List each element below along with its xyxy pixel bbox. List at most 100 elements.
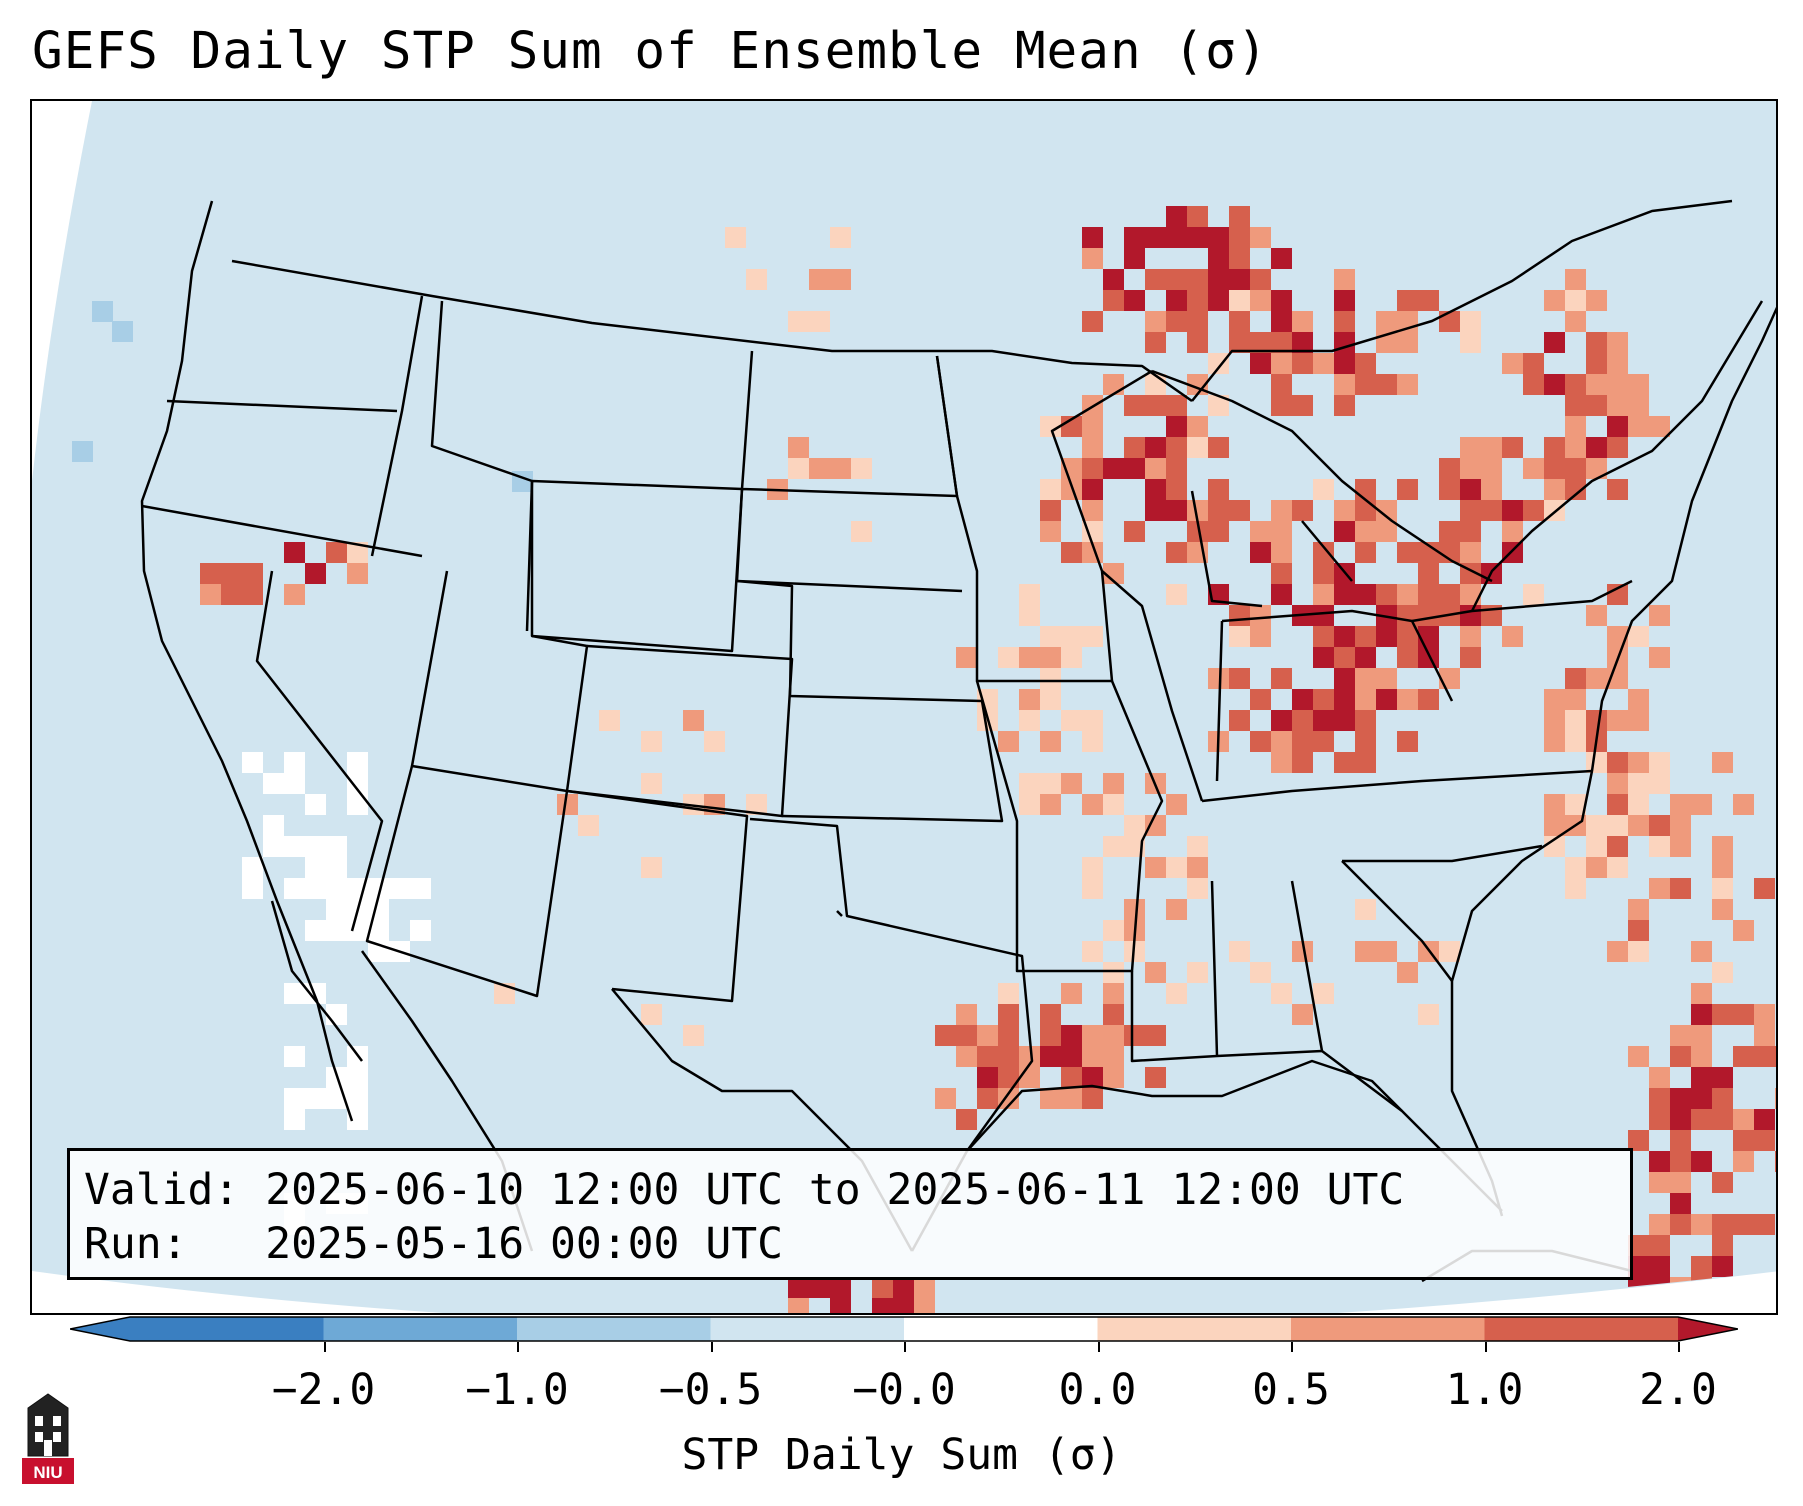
grid-cell <box>1124 248 1145 269</box>
grid-cell <box>1397 962 1418 983</box>
grid-cell <box>1628 689 1649 710</box>
grid-cell <box>1733 1214 1754 1235</box>
grid-cell <box>977 1046 998 1067</box>
grid-cell <box>1061 647 1082 668</box>
grid-cell <box>1607 353 1628 374</box>
grid-cell <box>326 836 347 857</box>
grid-cell <box>1628 395 1649 416</box>
grid-cell <box>1460 584 1481 605</box>
grid-cell <box>641 857 662 878</box>
grid-cell <box>1061 626 1082 647</box>
grid-cell <box>1628 920 1649 941</box>
grid-cell <box>1460 311 1481 332</box>
grid-cell <box>1628 1130 1649 1151</box>
colorbar-segment <box>1097 1317 1292 1341</box>
valid-label: Valid: <box>84 1165 240 1215</box>
grid-cell <box>1040 626 1061 647</box>
grid-cell <box>1355 521 1376 542</box>
grid-cell <box>1145 311 1166 332</box>
grid-cell <box>1250 605 1271 626</box>
grid-cell <box>977 1025 998 1046</box>
grid-cell <box>1019 794 1040 815</box>
grid-cell <box>1145 227 1166 248</box>
grid-cell <box>1376 521 1397 542</box>
grid-cell <box>1565 479 1586 500</box>
grid-cell <box>1607 710 1628 731</box>
grid-cell <box>1145 437 1166 458</box>
grid-cell <box>1460 500 1481 521</box>
grid-cell <box>788 1277 809 1298</box>
grid-cell <box>1040 521 1061 542</box>
grid-cell <box>1103 1046 1124 1067</box>
grid-cell <box>1565 710 1586 731</box>
grid-cell <box>1649 1067 1670 1088</box>
grid-cell <box>1754 1214 1775 1235</box>
grid-cell <box>1544 731 1565 752</box>
grid-cell <box>1565 668 1586 689</box>
grid-cell <box>1691 1256 1712 1277</box>
grid-cell <box>1145 269 1166 290</box>
grid-cell <box>998 1067 1019 1088</box>
grid-cell <box>1103 794 1124 815</box>
grid-cell <box>1229 290 1250 311</box>
colorbar-tick-mark <box>1484 1342 1487 1352</box>
logo-text: NIU <box>33 1463 62 1482</box>
grid-cell <box>92 301 113 322</box>
grid-cell <box>1607 752 1628 773</box>
grid-cell <box>1775 1046 1776 1067</box>
grid-cell <box>1376 689 1397 710</box>
grid-cell <box>305 794 326 815</box>
grid-cell <box>1355 500 1376 521</box>
colorbar-tick-mark <box>904 1342 906 1352</box>
grid-cell <box>1649 752 1670 773</box>
grid-cell <box>1187 878 1208 899</box>
grid-cell <box>1250 227 1271 248</box>
grid-cell <box>1355 899 1376 920</box>
grid-cell <box>1376 500 1397 521</box>
washington-oregon <box>141 399 423 558</box>
grid-cell <box>1607 794 1628 815</box>
grid-cell <box>998 983 1019 1004</box>
grid-cell <box>1292 311 1313 332</box>
grid-cell <box>1502 521 1523 542</box>
grid-cell <box>830 269 851 290</box>
grid-cell <box>1082 227 1103 248</box>
grid-cell <box>284 1046 305 1067</box>
grid-cell <box>1670 878 1691 899</box>
grid-cell <box>1355 626 1376 647</box>
grid-cell <box>1397 374 1418 395</box>
grid-cell <box>1166 794 1187 815</box>
grid-cell <box>347 752 368 773</box>
colorbar-segment <box>904 1317 1098 1341</box>
grid-cell <box>1145 1067 1166 1088</box>
grid-cell <box>1670 1193 1691 1214</box>
grid-cell <box>347 794 368 815</box>
grid-cell <box>1376 668 1397 689</box>
grid-cell <box>1082 479 1103 500</box>
grid-cell <box>1313 731 1334 752</box>
grid-cell <box>1292 731 1313 752</box>
grid-cell <box>1670 1046 1691 1067</box>
grid-cell <box>1460 521 1481 542</box>
grid-cell <box>1481 500 1502 521</box>
grid-cell <box>1040 500 1061 521</box>
grid-cell <box>1712 899 1733 920</box>
grid-cell <box>221 563 242 584</box>
grid-cell <box>1670 836 1691 857</box>
quebec-labrador <box>1191 199 1733 402</box>
grid-cell <box>1103 1025 1124 1046</box>
minnesota-iowa <box>935 355 1153 683</box>
grid-cell <box>1187 857 1208 878</box>
grid-cell <box>1334 521 1355 542</box>
grid-cell <box>914 1277 935 1298</box>
grid-cell <box>1313 710 1334 731</box>
grid-cell <box>1124 815 1145 836</box>
grid-cell <box>1628 1256 1649 1277</box>
grid-cell <box>1271 584 1292 605</box>
grid-cell <box>1649 878 1670 899</box>
grid-cell <box>1271 983 1292 1004</box>
grid-cell <box>1082 626 1103 647</box>
grid-cell <box>1460 542 1481 563</box>
grid-cell <box>1103 836 1124 857</box>
grid-cell <box>809 311 830 332</box>
